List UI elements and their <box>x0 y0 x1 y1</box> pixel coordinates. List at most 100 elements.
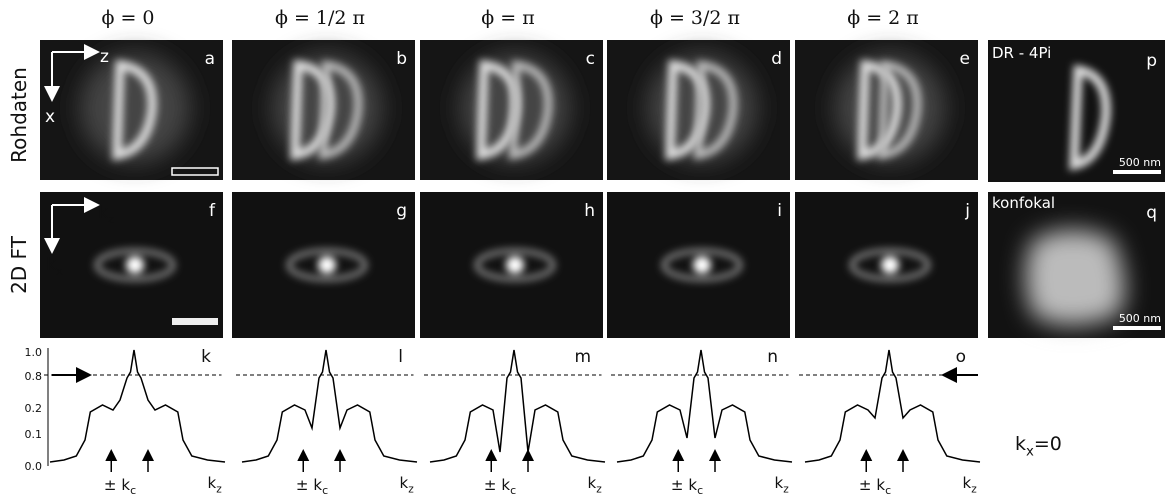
axis-label: z <box>100 47 109 67</box>
x-axis-label-base: k <box>208 474 217 492</box>
ft-center <box>506 256 524 274</box>
ft-center <box>318 256 336 274</box>
profile-curve <box>49 349 226 463</box>
x-axis-label-base: k <box>775 474 784 492</box>
raw-ring <box>318 60 363 160</box>
kc-sub: c <box>885 484 891 497</box>
kc-label: ± kc <box>104 476 136 497</box>
ft-ring <box>661 248 743 282</box>
ft-ring <box>474 248 556 282</box>
x-axis-label-sub: z <box>216 484 222 496</box>
x-axis-label-sub: z <box>596 484 602 496</box>
panel-letter: h <box>584 201 595 221</box>
raw-ring <box>693 60 738 160</box>
column-header: ϕ = 0 <box>101 7 154 29</box>
kc-base: k <box>313 476 322 494</box>
kc-sub: c <box>322 484 328 497</box>
row-label: Rohdaten <box>7 67 31 163</box>
kc-label: ± kc <box>484 476 516 497</box>
x-axis-label: kz <box>400 474 415 496</box>
axis-label: kz <box>98 203 114 226</box>
x-axis-label: kz <box>963 474 978 496</box>
x-axis-label-sub: z <box>971 484 977 496</box>
y-tick-label: 0.1 <box>25 428 43 441</box>
y-tick-label: 0.0 <box>25 460 43 473</box>
inset-title: konfokal <box>992 194 1055 212</box>
ft-ring <box>94 248 176 282</box>
panel-letter: n <box>767 347 778 367</box>
kc-pm: ± <box>104 476 117 494</box>
kc-label: ± kc <box>859 476 891 497</box>
ft-center <box>693 256 711 274</box>
kc-pm: ± <box>296 476 309 494</box>
scale-bar <box>1113 326 1161 330</box>
kc-label: ± kc <box>671 476 703 497</box>
panel-letter: o <box>956 347 966 367</box>
axis-label-sub: x <box>56 264 63 278</box>
footnote: kx=0 <box>1015 433 1062 460</box>
profile-curve <box>429 349 606 463</box>
x-axis-label-base: k <box>588 474 597 492</box>
column-header: ϕ = 1/2 π <box>275 7 365 29</box>
panel-letter: g <box>396 201 407 221</box>
y-tick-label: 0.2 <box>25 402 43 415</box>
x-axis-label-base: k <box>963 474 972 492</box>
panel-letter: d <box>771 49 782 69</box>
profile-curve <box>804 349 981 463</box>
panel-letter: p <box>1146 51 1157 71</box>
panel-letter: f <box>209 201 216 221</box>
axis-label: x <box>45 107 55 127</box>
inset-title: DR - 4Pi <box>992 44 1051 62</box>
kc-base: k <box>688 476 697 494</box>
profile-curve <box>616 349 793 463</box>
column-header: ϕ = π <box>481 7 534 29</box>
axis-label-sub: z <box>108 212 114 226</box>
column-header: ϕ = 3/2 π <box>650 7 740 29</box>
kc-label: ± kc <box>296 476 328 497</box>
x-axis-label-base: k <box>400 474 409 492</box>
ft-ring <box>849 248 931 282</box>
raw-haze <box>80 53 190 163</box>
column-header: ϕ = 2 π <box>847 7 919 29</box>
panel-letter: e <box>960 49 970 69</box>
scale-label: 500 nm <box>1119 156 1161 169</box>
raw-ring <box>877 60 922 160</box>
footnote-sub: x <box>1026 445 1034 460</box>
x-axis-label-sub: z <box>408 484 414 496</box>
axis-label: kx <box>46 255 63 278</box>
scale-bar <box>1113 170 1161 174</box>
inset-shape <box>1025 230 1125 325</box>
ft-ring <box>286 248 368 282</box>
panel-letter: b <box>396 49 407 69</box>
panel-letter: q <box>1146 203 1157 223</box>
panel-letter: c <box>586 49 595 69</box>
footnote-rest: =0 <box>1034 433 1062 455</box>
y-tick-label: 0.8 <box>25 370 43 383</box>
raw-ring <box>508 60 553 160</box>
x-axis-label: kz <box>588 474 603 496</box>
raw-ring <box>112 59 157 161</box>
axis-label-base: k <box>46 255 56 275</box>
kc-base: k <box>121 476 130 494</box>
scale-bar <box>172 318 218 325</box>
ft-center <box>881 256 899 274</box>
x-axis-label-sub: z <box>783 484 789 496</box>
kc-base: k <box>876 476 885 494</box>
raw-ring <box>665 59 710 161</box>
footnote-base: k <box>1015 433 1026 455</box>
kc-pm: ± <box>859 476 872 494</box>
ft-center <box>126 256 144 274</box>
kc-sub: c <box>510 484 516 497</box>
panel-letter: l <box>398 347 403 367</box>
profile-curve <box>241 349 418 463</box>
scale-bar <box>171 167 219 176</box>
kc-base: k <box>501 476 510 494</box>
x-axis-label: kz <box>775 474 790 496</box>
raw-ring <box>290 59 335 161</box>
scale-label: 500 nm <box>1119 312 1161 325</box>
panel-letter: i <box>777 201 782 221</box>
kc-sub: c <box>130 484 136 497</box>
panel-letter: j <box>964 201 970 221</box>
inset-shape <box>1069 64 1111 171</box>
